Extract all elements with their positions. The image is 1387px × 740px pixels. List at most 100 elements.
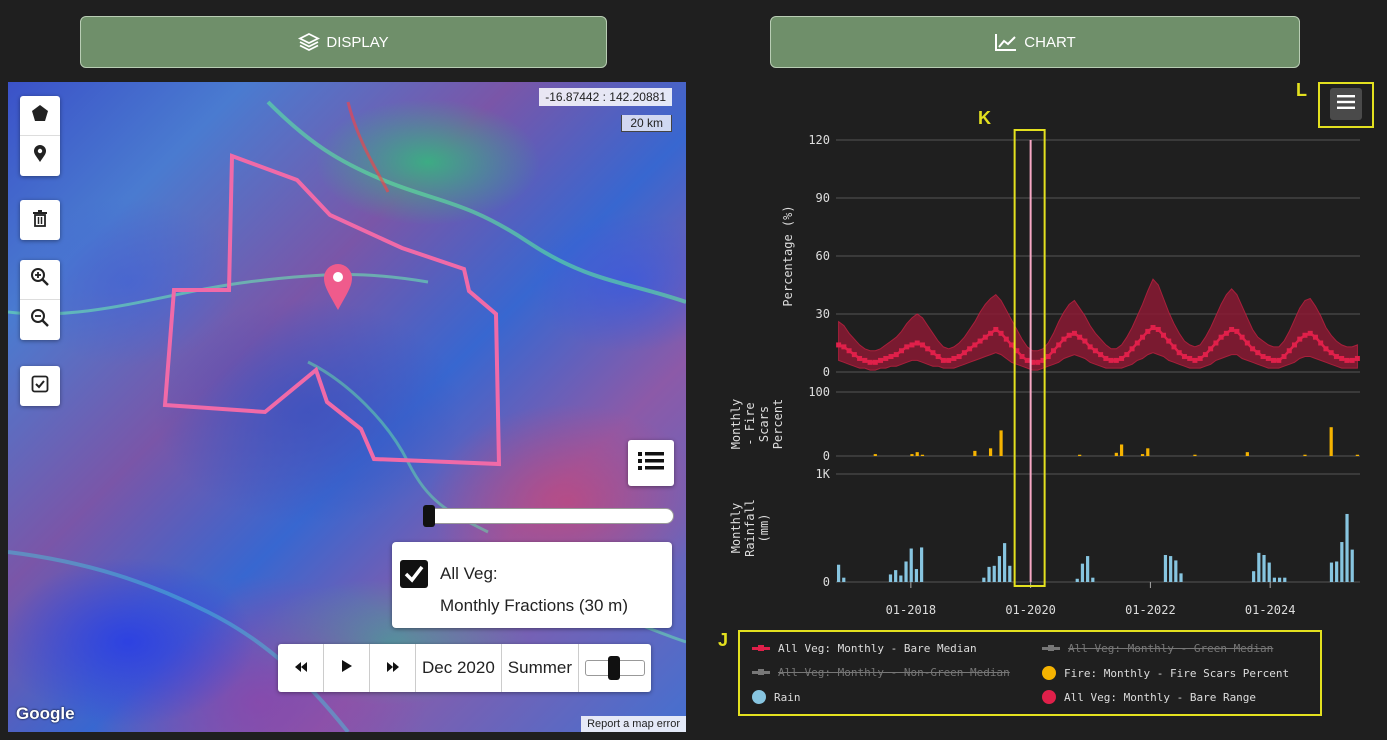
legend-item[interactable]: All Veg: Monthly - Bare Median [752,642,977,655]
y-tick-label: 0 [823,575,830,589]
zoom-out-button[interactable] [20,300,60,340]
bare-median-point [1129,346,1135,352]
bare-median-point [925,346,931,352]
display-button[interactable]: DISPLAY [80,16,607,68]
rain-bar [1257,552,1261,582]
marker-icon [33,144,47,168]
bare-median-point [846,348,852,354]
chart-label: CHART [1024,33,1076,51]
rain-bar [1008,565,1012,582]
bare-median-line [838,326,1358,364]
current-season: Summer [502,644,580,692]
legend-item[interactable]: Fire: Monthly - Fire Scars Percent [1042,666,1289,680]
chart-legend: All Veg: Monthly - Bare Median All Veg: M… [738,630,1322,716]
y-axis-label: Scars [757,406,771,442]
layers-icon [298,32,321,52]
layer-subtitle: Monthly Fractions (30 m) [440,596,628,615]
bare-median-point [878,357,884,363]
draw-tools [20,96,60,176]
bare-median-point [1124,352,1130,358]
season-slider[interactable] [585,656,646,680]
bare-median-point [909,342,915,348]
bare-median-point [1003,336,1009,342]
legend-item[interactable]: Rain [752,690,801,704]
line-chart-icon [994,32,1018,52]
bare-median-point [1108,357,1114,363]
map-legend-button[interactable] [628,440,674,486]
bare-median-point [1103,355,1109,361]
step-forward-button[interactable] [370,644,416,692]
fire-scar-bar [999,430,1003,456]
legend-item[interactable]: All Veg: Monthly - Non-Green Median [752,666,1010,679]
rain-bar [920,547,924,582]
bare-median-point [1045,354,1051,360]
select-button[interactable] [20,366,60,406]
bare-median-point [857,355,863,361]
map-imagery-overlay [8,100,686,732]
bare-median-point [1071,330,1077,336]
legend-item[interactable]: All Veg: Monthly - Green Median [1042,642,1273,655]
bare-median-point [883,355,889,361]
chart-menu-button[interactable] [1330,88,1362,120]
delete-button[interactable] [20,200,60,240]
property-boundary[interactable] [162,153,502,467]
chart-button[interactable]: CHART [770,16,1300,68]
bare-median-point [1082,338,1088,344]
legend-label: All Veg: Monthly - Bare Range [1064,690,1257,704]
bare-median-point [1323,346,1329,352]
delete-tool [20,200,60,240]
season-slider-thumb[interactable] [608,656,621,680]
rain-bar [1163,555,1168,582]
bare-median-point [1202,352,1208,358]
bare-median-point [956,354,962,360]
bare-median-point [1061,336,1067,342]
step-back-button[interactable] [278,644,324,692]
trash-icon [32,209,48,232]
drop-marker-button[interactable] [20,136,60,176]
bare-range-area [838,278,1358,371]
bare-median-point [935,354,941,360]
bare-median-point [1229,326,1235,332]
bare-median-point [1234,328,1240,334]
bare-median-point [1286,348,1292,354]
bare-median-point [967,346,973,352]
legend-dot-marker [1042,666,1056,680]
opacity-slider[interactable] [423,505,674,527]
opacity-slider-thumb[interactable] [423,505,435,527]
layer-toggle-checkbox[interactable] [400,560,428,588]
bare-median-point [1098,352,1104,358]
bare-median-point [1050,348,1056,354]
bare-median-point [867,359,873,365]
bare-median-point [1009,342,1015,348]
draw-polygon-button[interactable] [20,96,60,136]
report-map-error-link[interactable]: Report a map error [581,716,686,732]
satellite-map[interactable]: -16.87442 : 142.20881 20 km All Veg: Mon… [8,82,686,732]
bare-median-point [1349,357,1355,363]
fire-scar-bar [1140,454,1145,456]
y-axis-label: - Fire [743,402,757,445]
bare-median-point [1239,334,1245,340]
legend-dot-marker [752,690,766,704]
rain-bar [1003,543,1007,582]
y-tick-label: 60 [816,249,830,263]
bare-median-point [977,338,983,344]
bare-median-point [951,355,957,361]
rain-bar [987,566,991,582]
map-marker-pin[interactable] [324,264,352,310]
rain-bar [1075,578,1079,582]
annotation-label-k: K [978,108,991,128]
bare-median-point [1035,359,1041,365]
zoom-in-button[interactable] [20,260,60,300]
fire-scar-bar [988,448,993,456]
bare-median-point [1187,355,1193,361]
fire-scar-bar [973,450,977,456]
legend-line-marker [752,645,770,651]
polygon-icon [31,104,49,127]
legend-item[interactable]: All Veg: Monthly - Bare Range [1042,690,1256,704]
y-tick-label: 120 [808,133,830,147]
bare-median-point [1244,340,1250,346]
y-axis-label: Percentage (%) [781,205,795,306]
play-button[interactable] [324,644,370,692]
